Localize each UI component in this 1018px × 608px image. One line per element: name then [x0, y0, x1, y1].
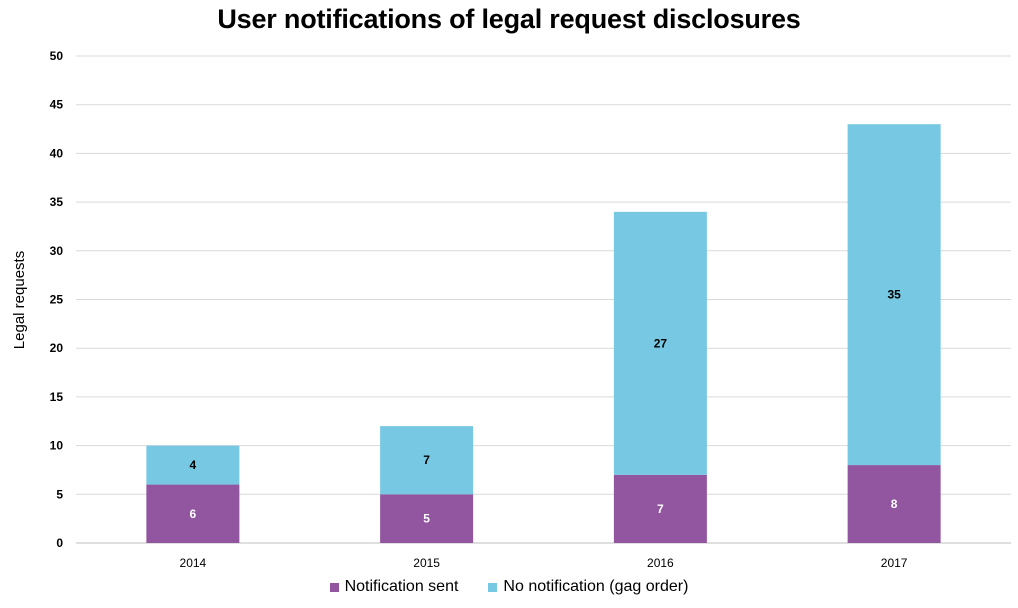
- bar-2016-series-1[interactable]: [613, 211, 707, 475]
- data-label-2014-series-0: 6: [190, 507, 197, 521]
- chart-title: User notifications of legal request disc…: [217, 4, 801, 34]
- y-tick-label: 35: [50, 195, 64, 209]
- bar-2014-series-0[interactable]: [146, 484, 240, 543]
- y-tick-label: 25: [50, 293, 64, 307]
- y-tick-label: 50: [50, 49, 64, 63]
- bar-2017-series-0[interactable]: [847, 465, 941, 543]
- y-tick-label: 40: [50, 146, 64, 160]
- y-tick-label: 15: [50, 390, 64, 404]
- x-tick-label-2017: 2017: [881, 556, 908, 570]
- x-tick-label-2016: 2016: [647, 556, 674, 570]
- data-label-2017-series-1: 35: [887, 288, 901, 302]
- y-tick-label: 30: [50, 244, 64, 258]
- bars: [146, 124, 941, 543]
- data-labels: 6 4 5 7 7 27 8 35: [190, 288, 902, 526]
- legend-label-no-notification: No notification (gag order): [503, 578, 689, 595]
- y-axis-title: Legal requests: [11, 251, 28, 349]
- legend-item-no-notification[interactable]: No notification (gag order): [488, 578, 688, 596]
- data-label-2015-series-1: 7: [423, 453, 430, 467]
- x-tick-label-2015: 2015: [413, 556, 440, 570]
- legend-swatch-no-notification: [488, 582, 498, 592]
- data-label-2014-series-1: 4: [190, 458, 197, 472]
- x-axis-tick-labels: 2014 2015 2016 2017: [180, 556, 908, 570]
- bar-2014-series-1[interactable]: [146, 445, 240, 485]
- bar-2015-series-0[interactable]: [380, 494, 474, 543]
- data-label-2016-series-0: 7: [657, 502, 664, 516]
- y-tick-label: 10: [50, 439, 64, 453]
- y-tick-label: 20: [50, 341, 64, 355]
- data-label-2016-series-1: 27: [654, 336, 668, 350]
- legend-label-notification-sent: Notification sent: [344, 578, 459, 595]
- legend-item-notification-sent[interactable]: Notification sent: [329, 578, 459, 596]
- data-label-2017-series-0: 8: [891, 497, 898, 511]
- x-tick-label-2014: 2014: [180, 556, 207, 570]
- bar-2016-series-0[interactable]: [613, 474, 707, 543]
- y-axis-tick-labels: 0 5 10 15 20 25 30 35 40 45 50: [50, 49, 64, 550]
- data-label-2015-series-0: 5: [423, 512, 430, 526]
- bar-2015-series-1[interactable]: [380, 426, 474, 495]
- y-tick-label: 0: [56, 536, 63, 550]
- y-tick-label: 45: [50, 98, 64, 112]
- y-tick-label: 5: [56, 487, 63, 501]
- legend-swatch-notification-sent: [329, 582, 339, 592]
- legend: Notification sent No notification (gag o…: [0, 578, 1018, 596]
- bar-2017-series-1[interactable]: [847, 124, 941, 466]
